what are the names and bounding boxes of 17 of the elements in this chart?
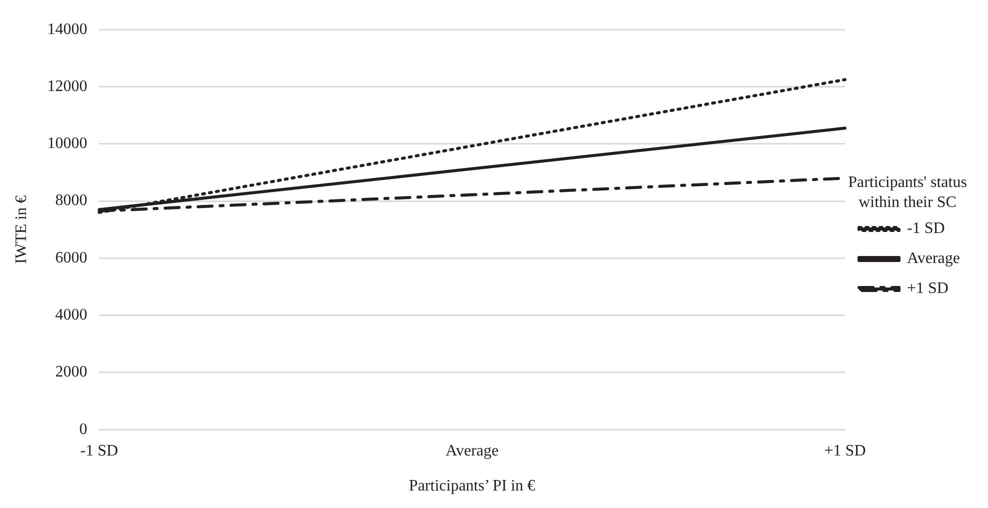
y-tick-label: 0 — [79, 420, 88, 438]
legend-label: -1 SD — [907, 220, 945, 238]
legend-label: Average — [907, 250, 960, 268]
y-tick-label: 8000 — [55, 192, 88, 210]
y-tick-label: 6000 — [55, 249, 88, 266]
y-tick-label: 14000 — [47, 20, 88, 38]
y-axis-title: IWTE in € — [12, 195, 30, 264]
x-tick-label: Average — [446, 442, 499, 460]
y-tick-label: 12000 — [47, 78, 88, 95]
y-tick-label: 4000 — [55, 306, 88, 324]
y-tick-label: 2000 — [55, 364, 88, 381]
legend-title: Participants' status within their SC — [848, 174, 967, 211]
x-axis-title: Participants’ PI in € — [408, 478, 536, 495]
x-tick-label: +1 SD — [824, 442, 866, 460]
x-tick-label: -1 SD — [80, 442, 118, 460]
legend-label: +1 SD — [907, 280, 948, 298]
y-tick-label: 10000 — [47, 135, 88, 152]
